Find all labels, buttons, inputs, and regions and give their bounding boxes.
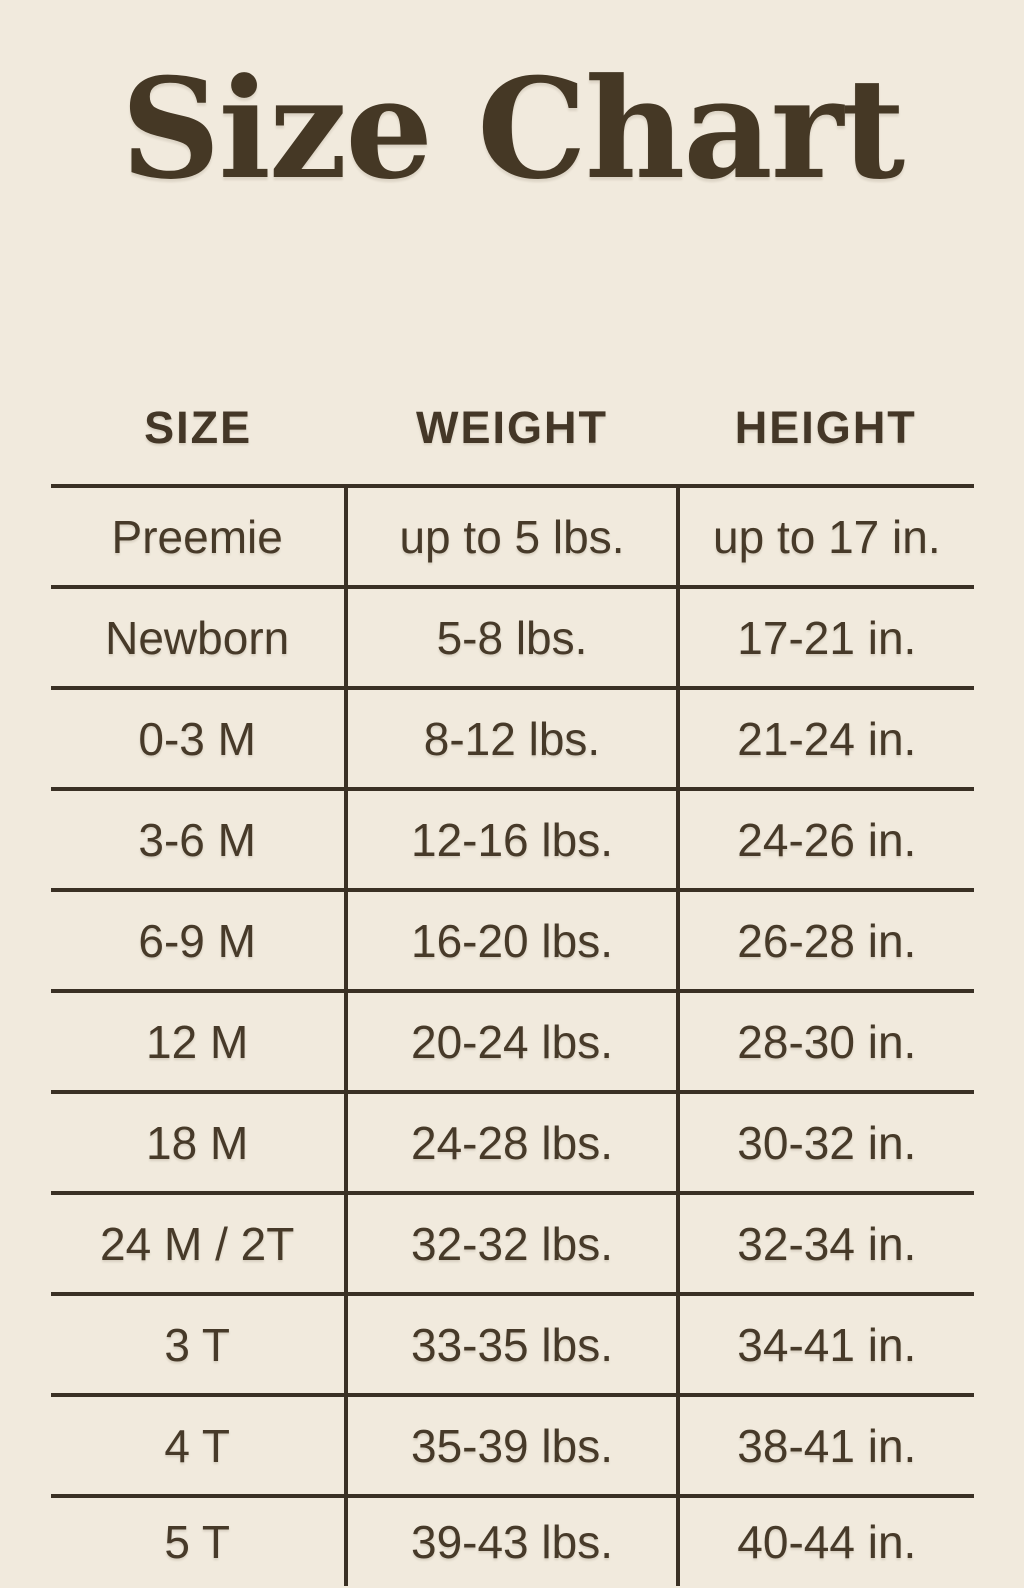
cell-height: 32-34 in. xyxy=(678,1193,974,1296)
cell-size: 4 T xyxy=(50,1395,346,1498)
cell-weight: 35-39 lbs. xyxy=(343,1395,681,1498)
table-row-0-3m: 0-3 M 8-12 lbs. 21-24 in. xyxy=(50,688,974,791)
cell-weight: 16-20 lbs. xyxy=(343,890,681,993)
cell-size: 24 M / 2T xyxy=(50,1193,346,1296)
page-title: Size Chart xyxy=(120,47,905,210)
cell-weight: 20-24 lbs. xyxy=(343,991,681,1094)
table-row-24m-2t: 24 M / 2T 32-32 lbs. 32-34 in. xyxy=(50,1193,974,1296)
cell-height: 17-21 in. xyxy=(678,587,974,690)
cell-height: 34-41 in. xyxy=(678,1294,974,1397)
cell-size: 6-9 M xyxy=(50,890,346,993)
cell-size: 18 M xyxy=(50,1092,346,1195)
cell-height: 38-41 in. xyxy=(678,1395,974,1498)
size-chart-table: SIZE WEIGHT HEIGHT Preemie up to 5 lbs. … xyxy=(50,299,974,1586)
cell-weight: 5-8 lbs. xyxy=(343,587,681,690)
cell-height: 26-28 in. xyxy=(678,890,974,993)
table-row-3t: 3 T 33-35 lbs. 34-41 in. xyxy=(50,1294,974,1397)
table-row-12m: 12 M 20-24 lbs. 28-30 in. xyxy=(50,991,974,1094)
table-row-newborn: Newborn 5-8 lbs. 17-21 in. xyxy=(50,587,974,690)
cell-weight: 39-43 lbs. xyxy=(343,1496,681,1586)
cell-size: Newborn xyxy=(50,587,346,690)
table-row-6-9m: 6-9 M 16-20 lbs. 26-28 in. xyxy=(50,890,974,993)
cell-weight: 33-35 lbs. xyxy=(343,1294,681,1397)
cell-height: up to 17 in. xyxy=(678,486,974,589)
cell-weight: 24-28 lbs. xyxy=(343,1092,681,1195)
cell-height: 28-30 in. xyxy=(678,991,974,1094)
table-row-5t: 5 T 39-43 lbs. 40-44 in. xyxy=(51,1496,974,1586)
table-row-preemie: Preemie up to 5 lbs. up to 17 in. xyxy=(50,486,974,589)
column-header-height: HEIGHT xyxy=(678,299,974,488)
column-header-weight: WEIGHT xyxy=(345,299,679,488)
cell-size: 3-6 M xyxy=(50,789,346,892)
cell-size: 5 T xyxy=(164,1516,230,1568)
cell-weight: 8-12 lbs. xyxy=(343,688,681,791)
cell-weight: up to 5 lbs. xyxy=(343,486,681,589)
cell-weight: 12-16 lbs. xyxy=(343,789,681,892)
cell-size: 3 T xyxy=(50,1294,346,1397)
cell-height: 24-26 in. xyxy=(678,789,974,892)
table-row-4t: 4 T 35-39 lbs. 38-41 in. xyxy=(50,1395,974,1498)
header-row: SIZE WEIGHT HEIGHT xyxy=(50,299,974,488)
table-row-18m: 18 M 24-28 lbs. 30-32 in. xyxy=(50,1092,974,1195)
cell-size: 12 M xyxy=(50,991,346,1094)
cell-weight: 32-32 lbs. xyxy=(343,1193,681,1296)
table-row-3-6m: 3-6 M 12-16 lbs. 24-26 in. xyxy=(50,789,974,892)
cell-size: 0-3 M xyxy=(50,688,346,791)
cell-height: 21-24 in. xyxy=(678,688,974,791)
cell-size: Preemie xyxy=(50,486,346,589)
column-header-size: SIZE xyxy=(50,299,346,488)
cell-height: 40-44 in. xyxy=(737,1516,917,1568)
cell-height: 30-32 in. xyxy=(678,1092,974,1195)
